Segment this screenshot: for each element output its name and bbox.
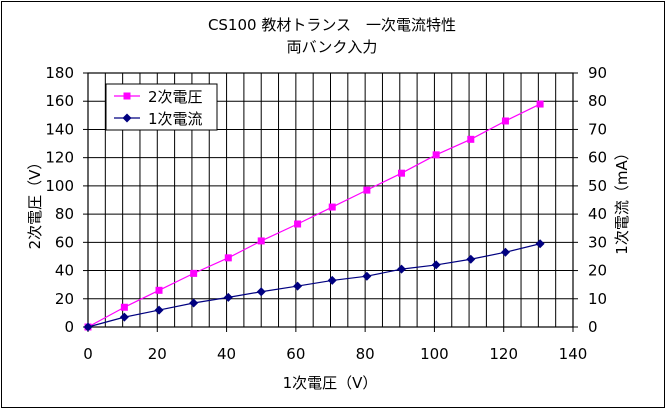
y-tick-label: 40 <box>55 262 74 280</box>
data-point-series-2 <box>500 247 510 257</box>
data-point-series-2 <box>431 260 441 270</box>
data-point-series-1 <box>120 303 128 311</box>
chart-title: CS100 教材トランス 一次電流特性 <box>208 16 456 34</box>
chart-subtitle: 両バンク入力 <box>287 38 378 56</box>
data-point-series-2 <box>397 264 407 274</box>
x-tick-label: 40 <box>217 345 236 363</box>
plot-border <box>87 72 574 328</box>
x-tick-label: 60 <box>286 345 305 363</box>
y-tick-label: 100 <box>45 177 74 195</box>
y2-tick-label: 90 <box>588 64 607 82</box>
y2-tick-label: 30 <box>588 233 607 251</box>
y2-tick-label: 20 <box>588 262 607 280</box>
data-point-series-2 <box>256 287 266 297</box>
data-point-series-1 <box>501 117 509 125</box>
data-point-series-2 <box>83 322 93 332</box>
y2-tick-label: 60 <box>588 149 607 167</box>
series-line-1 <box>87 103 541 328</box>
x-tick-label: 120 <box>489 345 518 363</box>
legend-marker <box>122 113 132 123</box>
y-tick-label: 180 <box>45 64 74 82</box>
x-tick-label: 0 <box>83 345 93 363</box>
y-axis-label: 2次電圧（V） <box>26 155 44 250</box>
legend: 2次電圧 1次電流 <box>105 83 218 131</box>
y-tick-label: 80 <box>55 205 74 223</box>
data-point-series-1 <box>294 220 302 228</box>
legend-label: 2次電圧 <box>148 88 203 106</box>
data-point-series-1 <box>328 203 336 211</box>
y-tick-label: 20 <box>55 290 74 308</box>
legend-label: 1次電流 <box>148 110 203 128</box>
y2-tick-label: 10 <box>588 290 607 308</box>
data-point-series-1 <box>363 186 371 194</box>
y2-tick-label: 40 <box>588 205 607 223</box>
data-point-series-2 <box>327 275 337 285</box>
legend-marker <box>123 92 131 100</box>
series-line-2 <box>87 243 541 328</box>
x-tick-label: 140 <box>559 345 588 363</box>
data-point-series-1 <box>224 254 232 262</box>
y-tick-label: 140 <box>45 120 74 138</box>
data-point-series-1 <box>432 151 440 159</box>
data-point-series-1 <box>190 269 198 277</box>
y2-tick-label: 0 <box>588 318 598 336</box>
x-tick-label: 100 <box>420 345 449 363</box>
y2-tick-label: 70 <box>588 120 607 138</box>
y2-axis-label: 1次電流（mA） <box>613 145 631 254</box>
data-point-series-1 <box>257 237 265 245</box>
data-point-series-2 <box>466 254 476 264</box>
data-point-series-1 <box>398 169 406 177</box>
plot-area: 0 20 40 60 80 100 120 1400204060801001201401601… <box>45 64 607 363</box>
y2-tick-label: 80 <box>588 92 607 110</box>
legend-box <box>105 83 218 131</box>
data-point-series-2 <box>223 292 233 302</box>
data-point-series-2 <box>362 271 372 281</box>
y-tick-label: 0 <box>64 318 74 336</box>
data-point-series-1 <box>467 135 475 143</box>
data-point-series-2 <box>535 239 545 249</box>
y-tick-label: 60 <box>55 233 74 251</box>
x-axis-label: 1次電圧（V） <box>283 374 378 392</box>
data-point-series-2 <box>189 298 199 308</box>
data-point-series-1 <box>155 286 163 294</box>
data-point-series-2 <box>293 281 303 291</box>
y-tick-label: 160 <box>45 92 74 110</box>
x-tick-label: 80 <box>356 345 375 363</box>
x-tick-label: 20 <box>148 345 167 363</box>
data-point-series-2 <box>119 312 129 322</box>
data-point-series-2 <box>154 305 164 315</box>
data-point-series-1 <box>536 100 544 108</box>
y-tick-label: 120 <box>45 149 74 167</box>
y2-tick-label: 50 <box>588 177 607 195</box>
